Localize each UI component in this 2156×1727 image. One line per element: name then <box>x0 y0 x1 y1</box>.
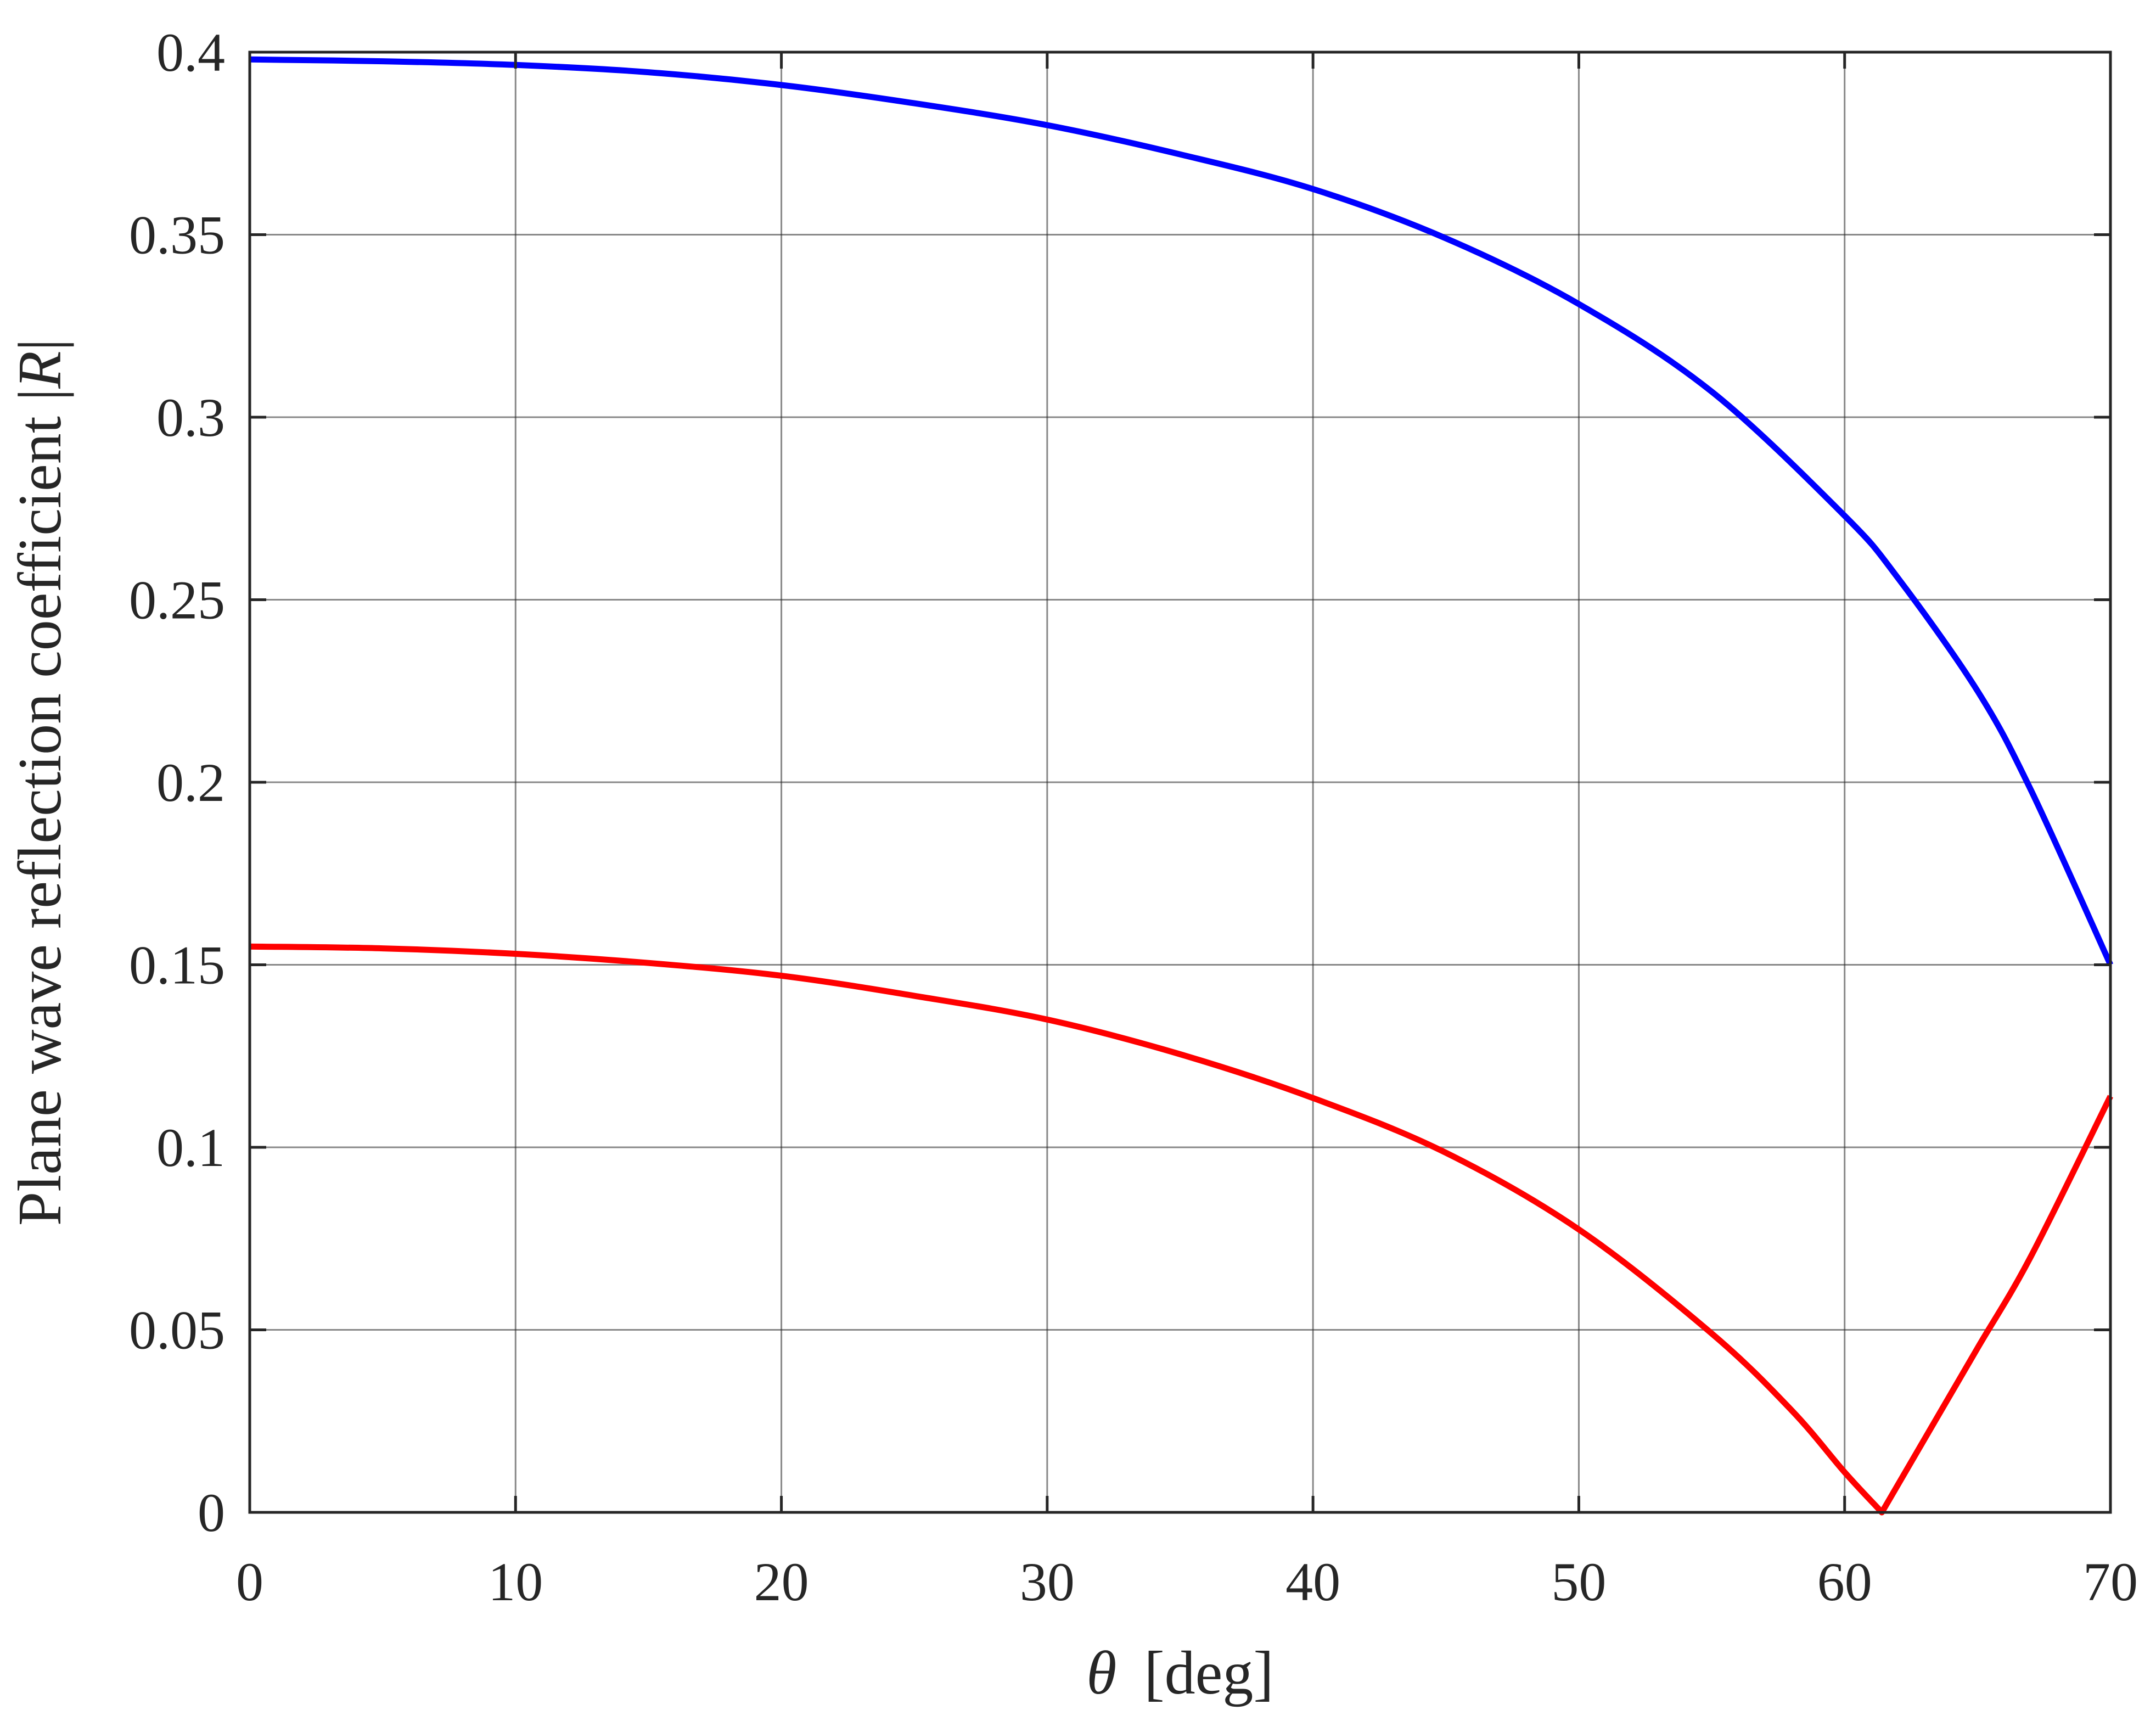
y-axis-text: Plane wave reflection coefficient | <box>6 389 74 1226</box>
y-tick-label: 0.25 <box>129 570 225 631</box>
y-tick-label: 0.1 <box>156 1117 225 1178</box>
y-tick-label: 0.35 <box>129 205 225 266</box>
x-tick-label: 30 <box>1020 1551 1075 1612</box>
x-tick-label: 10 <box>488 1551 543 1612</box>
y-axis-close: | <box>6 339 74 351</box>
y-tick-label: 0.15 <box>129 935 225 996</box>
x-tick-label: 50 <box>1551 1551 1606 1612</box>
y-tick-label: 0.05 <box>129 1300 225 1361</box>
y-tick-label: 0.3 <box>156 387 225 448</box>
series-line-1 <box>249 56 2114 966</box>
series-layer <box>249 56 2114 1516</box>
y-tick-label: 0.4 <box>156 22 225 83</box>
x-tick-label: 0 <box>236 1551 263 1612</box>
y-axis-symbol: R <box>6 351 74 389</box>
y-tick-label: 0.2 <box>156 752 225 813</box>
y-tick-label: 0 <box>198 1482 225 1543</box>
x-tick-label: 60 <box>1817 1551 1872 1612</box>
y-axis-label: Plane wave reflection coefficient |R| <box>6 339 74 1226</box>
x-axis-label: θ [deg] <box>1086 1639 1273 1707</box>
x-tick-label: 40 <box>1285 1551 1340 1612</box>
series-line-2 <box>249 943 2113 1516</box>
x-axis-symbol: θ <box>1086 1639 1116 1707</box>
x-tick-label: 70 <box>2083 1551 2138 1612</box>
x-axis-unit: [deg] <box>1144 1639 1273 1707</box>
axis-ticks: 0 10 20 30 40 50 60 70 0 0.05 0.1 0.15 0.2 0.25 0.3 0.3… <box>129 22 2138 1612</box>
x-tick-label: 20 <box>754 1551 809 1612</box>
